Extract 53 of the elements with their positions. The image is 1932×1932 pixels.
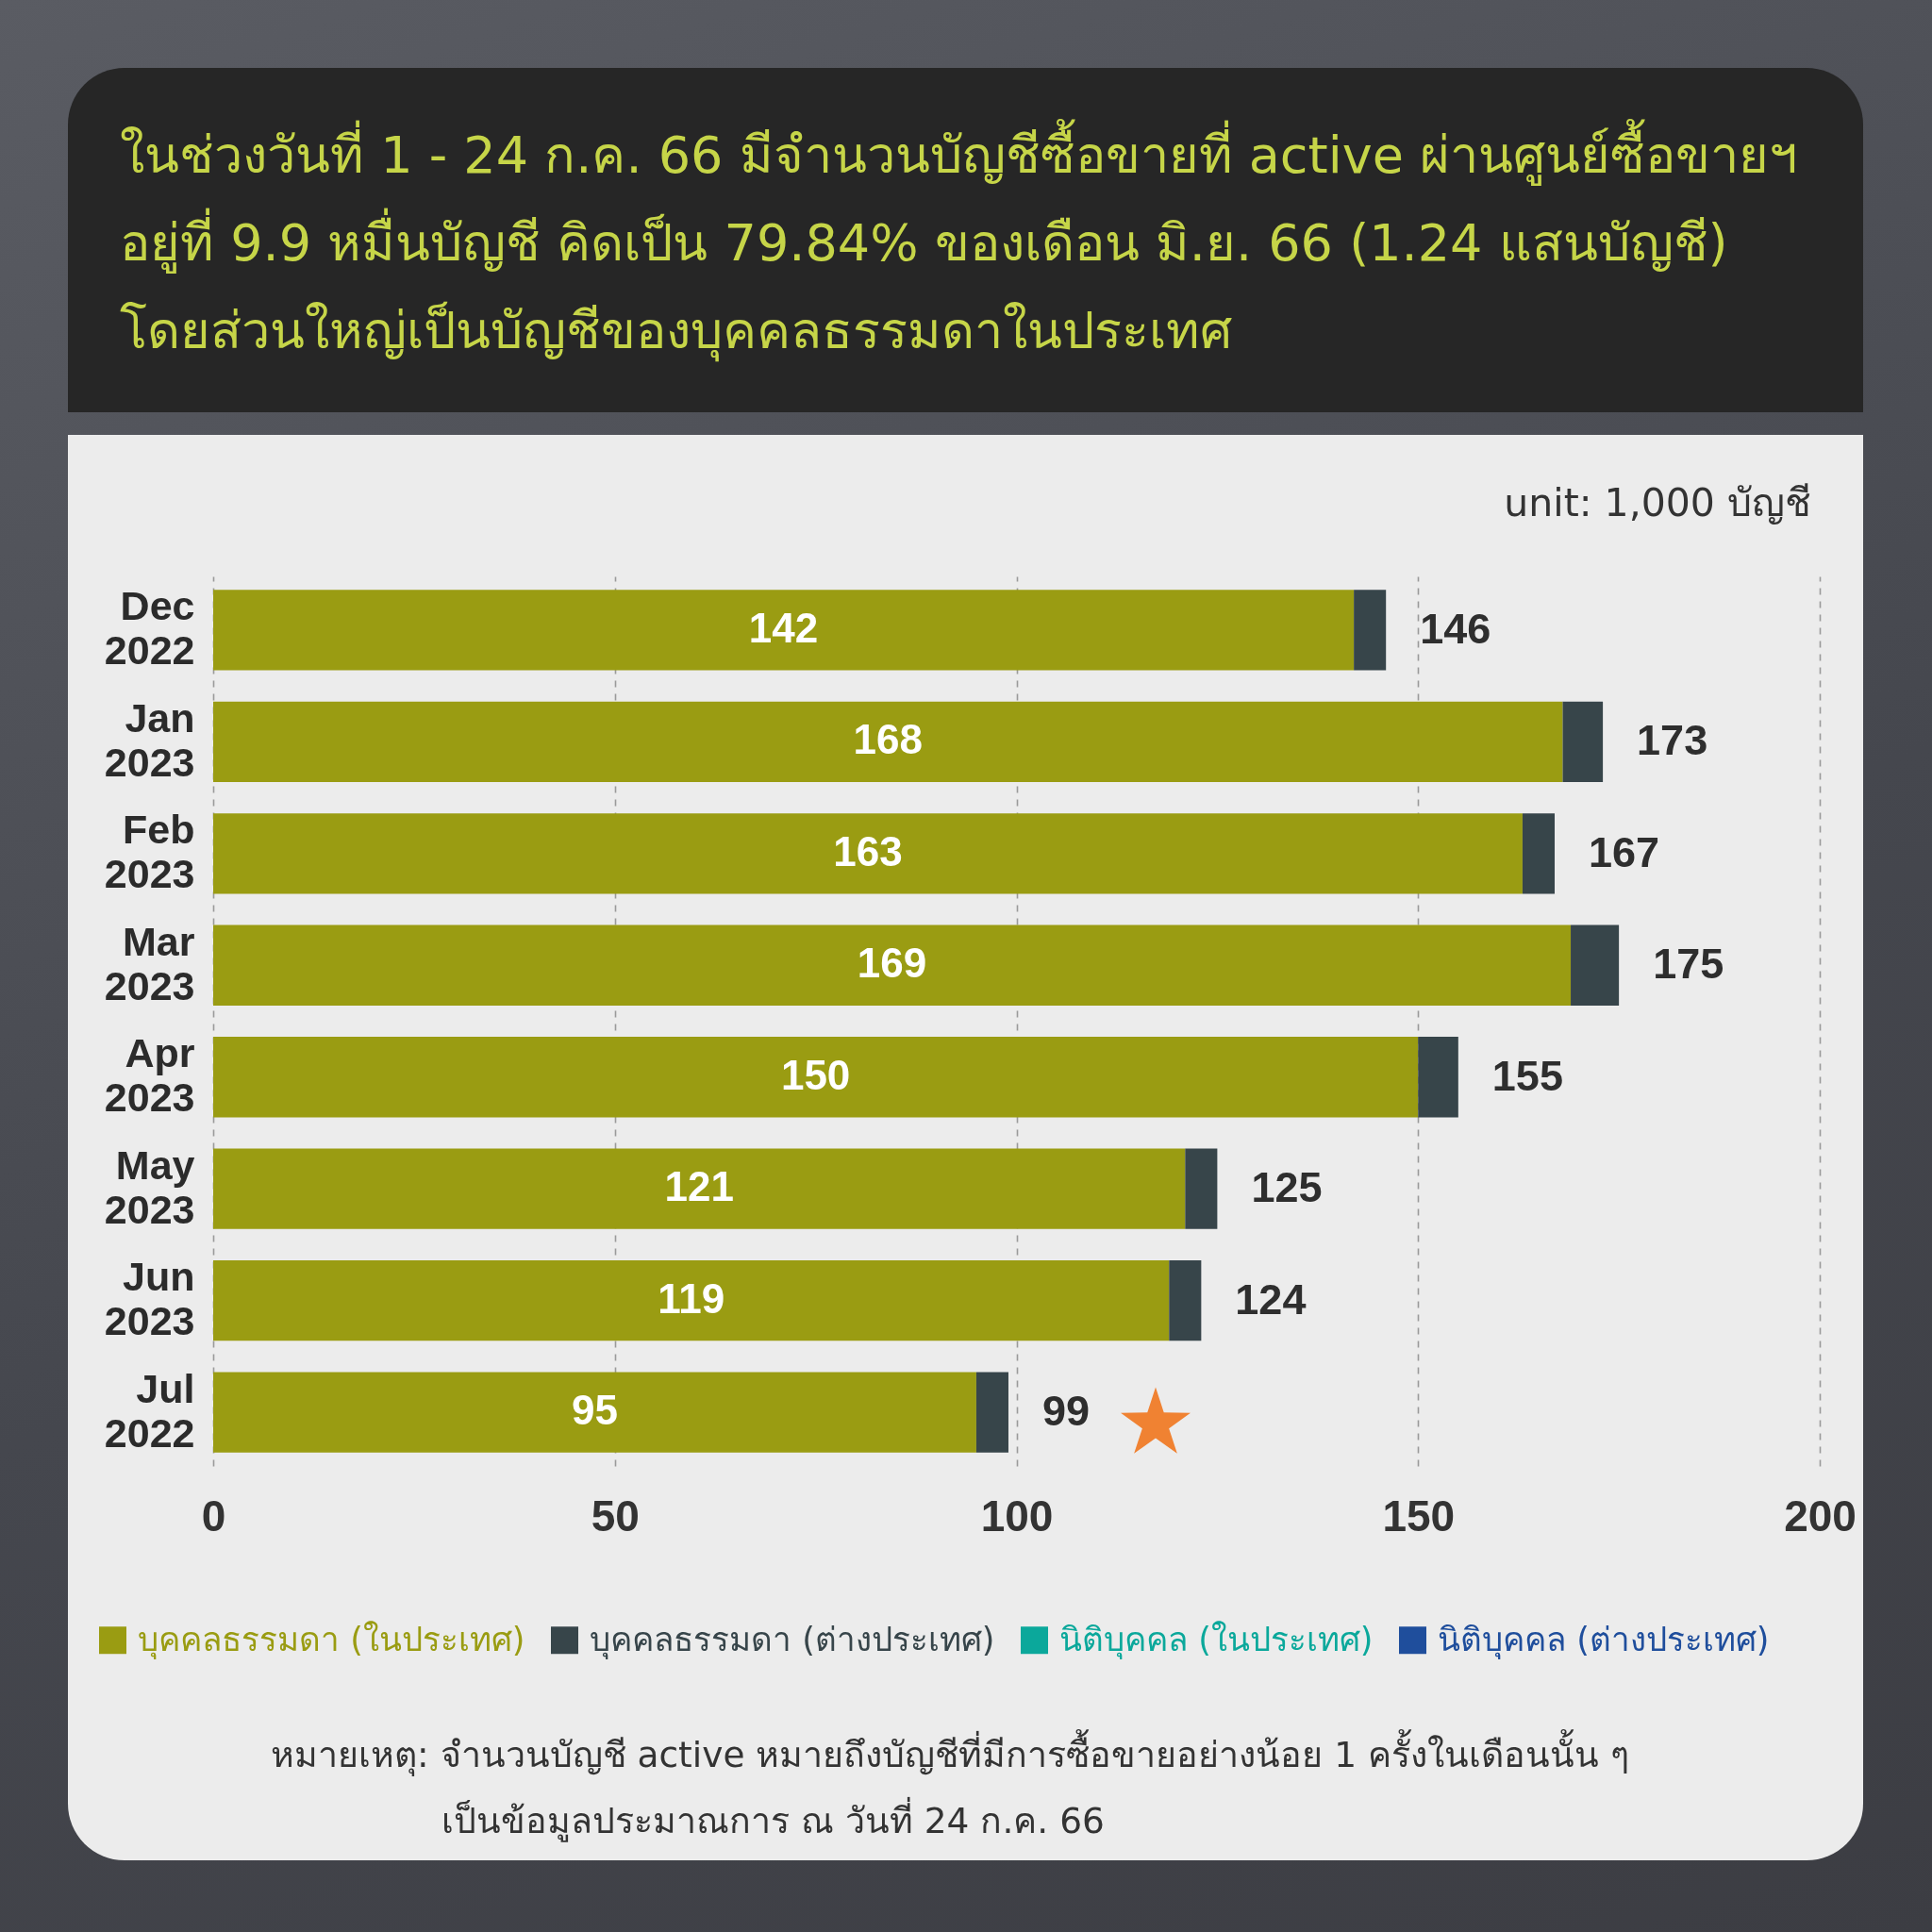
x-tick-label: 150 bbox=[1382, 1491, 1456, 1541]
bar bbox=[213, 1260, 1170, 1341]
legend-label: บุคคลธรรมดา (ในประเทศ) bbox=[138, 1620, 525, 1659]
legend-label: บุคคลธรรมดา (ต่างประเทศ) bbox=[590, 1620, 995, 1659]
total-label: 173 bbox=[1637, 716, 1708, 765]
bar bbox=[975, 1372, 1008, 1453]
x-tick-label: 100 bbox=[980, 1491, 1054, 1541]
y-tick-label: Jul 2022 bbox=[104, 1365, 195, 1456]
data-label: 163 bbox=[833, 827, 903, 874]
chart-title: ในช่วงวันที่ 1 - 24 ก.ค. 66 มีจำนวนบัญชีซื้อขายที่ active ผ่านศูนย์ซื้อขายฯ อยู่ที่ 9.9 หมื่นบัญชี คิดเป็น 79.84% ของเดือน มิ.ย. 66 (1.24 แสนบัญชี) โดยส่วนใหญ่เป็นบัญชีของบุคคลธรรมดาในประเทศ bbox=[120, 118, 1799, 364]
text: unit: 1,000 บัญชี bbox=[1504, 479, 1811, 527]
bar bbox=[213, 701, 1563, 782]
text: เป็นข้อมูลประมาณการ ณ วันที่ 24 ก.ค. 66 bbox=[441, 1796, 1105, 1844]
bar bbox=[1562, 701, 1604, 782]
y-tick-label: Feb 2023 bbox=[104, 807, 195, 897]
legend-label: นิติบุคคล (ในประเทศ) bbox=[1059, 1620, 1374, 1659]
legend-label: นิติบุคคล (ต่างประเทศ) bbox=[1438, 1620, 1770, 1659]
total-label: 125 bbox=[1251, 1163, 1323, 1212]
data-label: 95 bbox=[571, 1387, 618, 1434]
total-label: 155 bbox=[1491, 1051, 1563, 1100]
bar bbox=[213, 813, 1523, 894]
y-tick-label: Dec 2022 bbox=[104, 583, 195, 674]
bar bbox=[1185, 1148, 1218, 1229]
total-label: 167 bbox=[1589, 827, 1660, 876]
bar bbox=[213, 1372, 976, 1453]
y-tick-label: Mar 2023 bbox=[104, 918, 195, 1008]
total-label: 124 bbox=[1235, 1274, 1307, 1324]
y-tick-label: Apr 2023 bbox=[104, 1030, 195, 1121]
bar bbox=[1418, 1037, 1458, 1118]
total-label: 175 bbox=[1653, 940, 1724, 989]
data-label: 150 bbox=[780, 1051, 851, 1098]
data-label: 168 bbox=[853, 716, 923, 763]
y-tick-label: May 2023 bbox=[104, 1141, 195, 1232]
text: หมายเหตุ: จำนวนบัญชี active หมายถึงบัญชีที่มีการซื้อขายอย่างน้อย 1 ครั้งในเดือนนั้น ๆ bbox=[271, 1728, 1629, 1778]
data-label: 169 bbox=[857, 940, 927, 987]
bar bbox=[213, 1148, 1186, 1229]
bar bbox=[213, 1037, 1419, 1118]
total-label: 99 bbox=[1041, 1387, 1091, 1436]
y-tick-label: Jan 2023 bbox=[104, 694, 195, 785]
data-label: 119 bbox=[658, 1274, 725, 1322]
bar bbox=[1354, 590, 1387, 671]
data-label: 121 bbox=[664, 1163, 734, 1210]
x-tick-label: 200 bbox=[1784, 1491, 1857, 1541]
y-tick-label: Jun 2023 bbox=[104, 1254, 195, 1344]
data-label: 142 bbox=[748, 604, 819, 651]
bar bbox=[1571, 924, 1620, 1006]
bar bbox=[213, 924, 1572, 1006]
bar bbox=[1169, 1260, 1202, 1341]
x-tick-label: 50 bbox=[591, 1491, 640, 1541]
total-label: 146 bbox=[1420, 604, 1491, 653]
bar bbox=[1522, 813, 1556, 894]
bar bbox=[213, 590, 1355, 671]
x-tick-label: 0 bbox=[201, 1491, 226, 1541]
